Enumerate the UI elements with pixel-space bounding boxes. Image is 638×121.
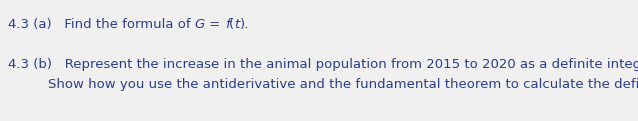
Text: Show how you use the antiderivative and the fundamental theorem to calculate the: Show how you use the antiderivative and … <box>48 78 638 91</box>
Text: t: t <box>234 18 240 31</box>
Text: (: ( <box>229 18 234 31</box>
Text: =: = <box>205 18 225 31</box>
Text: ).: ). <box>240 18 249 31</box>
Text: 4.3 (a)   Find the formula of: 4.3 (a) Find the formula of <box>8 18 195 31</box>
Text: 4.3 (b)   Represent the increase in the animal population from 2015 to 2020 as a: 4.3 (b) Represent the increase in the an… <box>8 58 638 71</box>
Text: f: f <box>225 18 229 31</box>
Text: G: G <box>195 18 205 31</box>
